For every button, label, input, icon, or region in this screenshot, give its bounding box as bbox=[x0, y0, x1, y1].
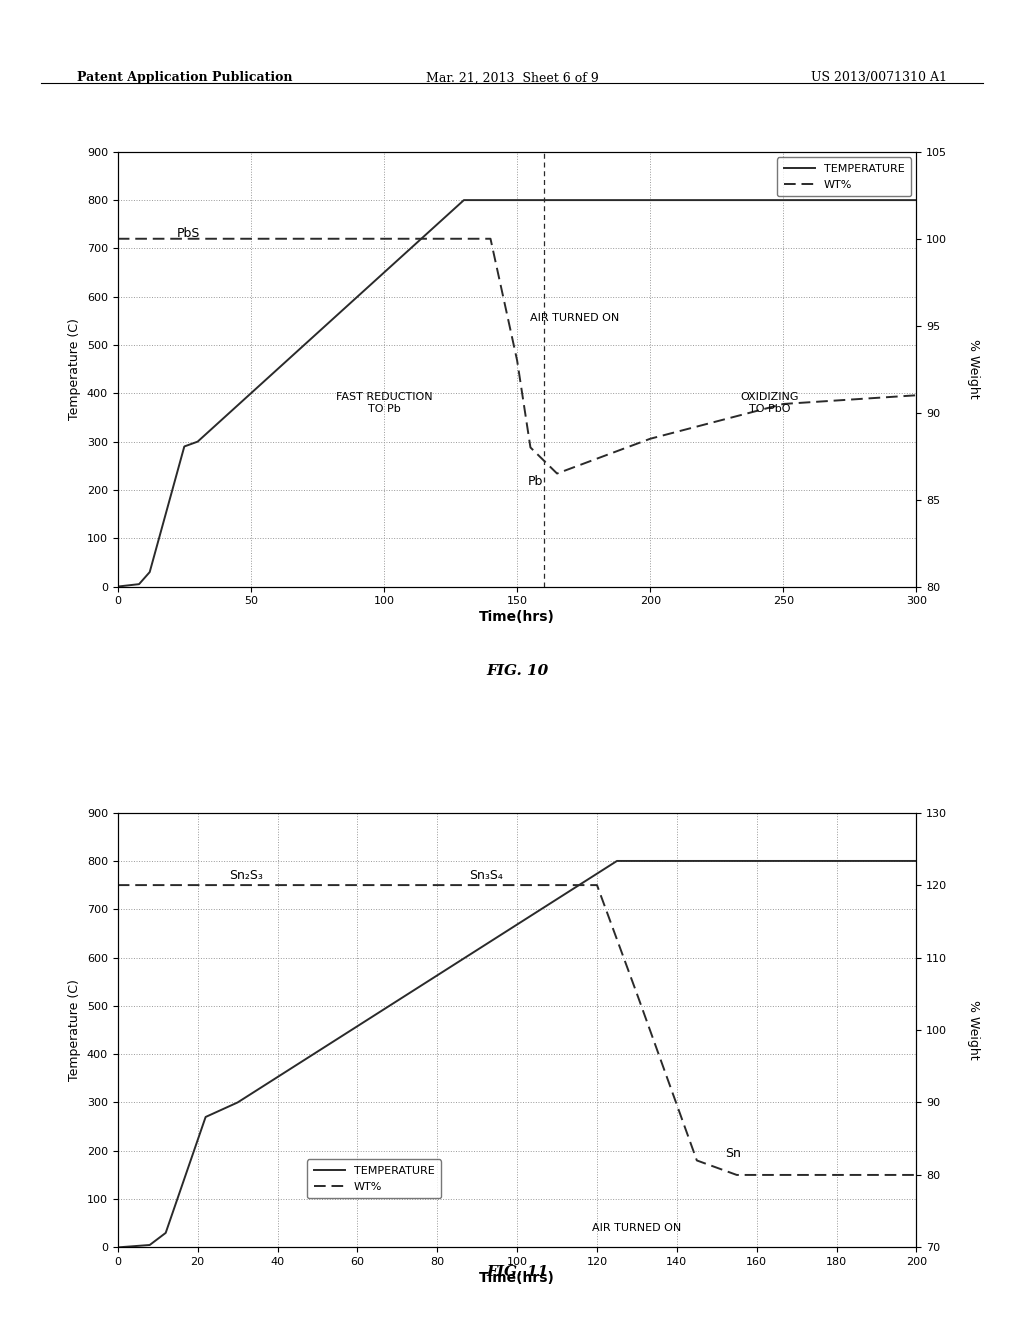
Text: FAST REDUCTION
TO Pb: FAST REDUCTION TO Pb bbox=[336, 392, 432, 413]
Text: FIG. 10: FIG. 10 bbox=[486, 664, 548, 678]
Y-axis label: % Weight: % Weight bbox=[967, 1001, 980, 1060]
Text: US 2013/0071310 A1: US 2013/0071310 A1 bbox=[811, 71, 947, 84]
Text: AIR TURNED ON: AIR TURNED ON bbox=[530, 313, 620, 323]
Text: Sn₂S₃: Sn₂S₃ bbox=[229, 869, 263, 882]
Text: FIG. 11: FIG. 11 bbox=[486, 1265, 548, 1279]
Text: Sn: Sn bbox=[725, 1147, 740, 1160]
Text: Pb: Pb bbox=[528, 475, 544, 488]
Text: PbS: PbS bbox=[176, 227, 200, 240]
Legend: TEMPERATURE, WT%: TEMPERATURE, WT% bbox=[307, 1159, 441, 1199]
X-axis label: Time(hrs): Time(hrs) bbox=[479, 1271, 555, 1286]
Text: Mar. 21, 2013  Sheet 6 of 9: Mar. 21, 2013 Sheet 6 of 9 bbox=[426, 71, 598, 84]
Text: Patent Application Publication: Patent Application Publication bbox=[77, 71, 292, 84]
Y-axis label: Temperature (C): Temperature (C) bbox=[69, 979, 81, 1081]
Legend: TEMPERATURE, WT%: TEMPERATURE, WT% bbox=[777, 157, 911, 197]
Y-axis label: % Weight: % Weight bbox=[967, 339, 980, 399]
Text: AIR TURNED ON: AIR TURNED ON bbox=[592, 1224, 682, 1233]
Y-axis label: Temperature (C): Temperature (C) bbox=[69, 318, 81, 420]
Text: OXIDIZING
TO PbO: OXIDIZING TO PbO bbox=[740, 392, 800, 413]
X-axis label: Time(hrs): Time(hrs) bbox=[479, 610, 555, 624]
Text: Sn₃S₄: Sn₃S₄ bbox=[469, 869, 503, 882]
